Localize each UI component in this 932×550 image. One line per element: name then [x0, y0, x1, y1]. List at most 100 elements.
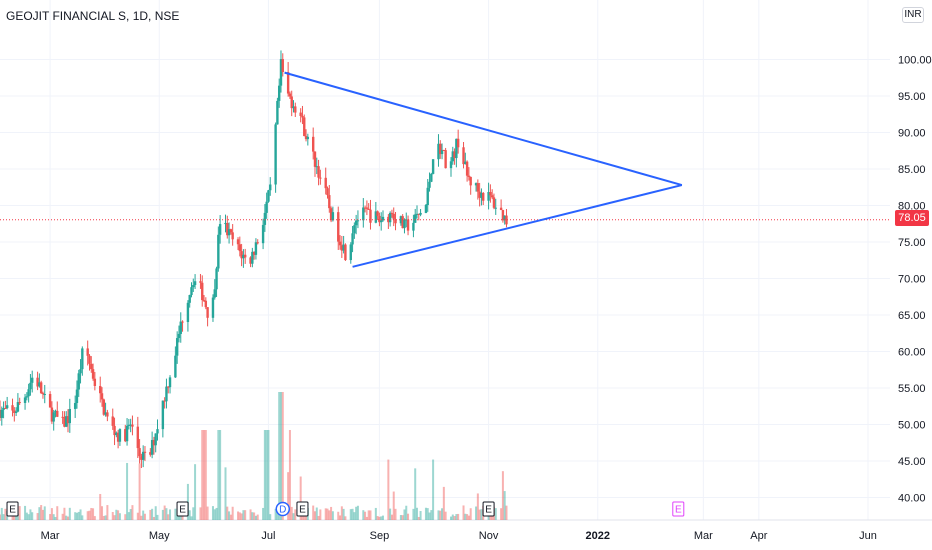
volume-bar — [99, 493, 102, 520]
candle-body — [306, 136, 310, 140]
candle-body — [201, 282, 204, 301]
candle-body — [48, 393, 52, 408]
volume-bar — [380, 516, 383, 520]
volume-bar — [317, 515, 320, 520]
candle-body — [401, 216, 404, 229]
candle-body — [492, 197, 496, 208]
candle-body — [380, 220, 383, 223]
volume-bar — [124, 514, 127, 520]
volume-bar — [331, 511, 334, 520]
price-axis[interactable]: 100.00 95.00 90.00 85.00 80.00 75.00 70.00 65.0… — [898, 55, 932, 505]
earnings-event-marker — [672, 501, 685, 517]
candle-body — [38, 382, 41, 387]
candle-body — [99, 385, 102, 394]
candle-body — [77, 373, 80, 390]
volume-bar — [287, 472, 290, 520]
candle-body — [104, 412, 107, 415]
volume-bar — [365, 516, 368, 520]
candle-body — [294, 106, 297, 113]
candle-body — [229, 229, 233, 233]
candle-body — [428, 181, 431, 188]
candlesticks[interactable] — [0, 50, 508, 469]
volume-bar — [439, 510, 442, 520]
volume-bar — [149, 509, 152, 520]
candle-body — [313, 151, 317, 167]
candle-body — [14, 411, 18, 413]
volume-bar — [315, 507, 318, 520]
volume-bar — [161, 509, 164, 520]
price-tick-label: 85.00 — [898, 164, 926, 176]
volume-bar — [292, 513, 295, 520]
candle-body — [29, 382, 32, 390]
candle-body — [342, 244, 345, 251]
volume-bar — [204, 430, 207, 520]
volume-bar — [430, 510, 433, 520]
candle-body — [451, 151, 454, 162]
volume-bar — [2, 514, 5, 520]
candle-body — [489, 192, 492, 196]
time-tick-label: Sep — [370, 530, 390, 542]
volume-bar — [93, 516, 96, 520]
volume-bar — [13, 513, 16, 520]
volume-bar — [330, 506, 333, 520]
triangle-trendlines[interactable] — [284, 71, 683, 268]
candle-body — [165, 386, 168, 402]
candle-body — [193, 281, 197, 286]
earnings-event-marker — [6, 501, 19, 517]
candle-body — [52, 412, 55, 422]
candle-body — [202, 300, 206, 302]
candle-body — [415, 213, 419, 215]
candle-body — [449, 161, 453, 169]
candle-body — [43, 393, 46, 395]
candle-body — [125, 425, 129, 442]
candle-body — [251, 251, 254, 264]
candle-body — [426, 187, 429, 206]
volume-bar — [40, 505, 43, 520]
volume-bar — [75, 512, 78, 520]
dividend-event-label: D — [279, 505, 286, 516]
volume-bar — [415, 507, 418, 520]
candle-body — [11, 405, 14, 411]
currency-badge[interactable]: INR — [902, 7, 924, 23]
time-axis[interactable]: Mar May Jul Sep Nov 2022 Mar Apr Jun — [41, 530, 877, 542]
candle-body — [474, 183, 478, 186]
candle-body — [240, 251, 243, 259]
volume-bar — [217, 430, 220, 520]
candle-body — [226, 222, 229, 236]
volume-bar — [494, 508, 497, 520]
volume-bar — [167, 514, 170, 520]
candle-body — [263, 212, 267, 225]
volume-bar — [355, 506, 358, 520]
candle-body — [5, 405, 9, 409]
volume-bar — [194, 464, 197, 520]
candle-body — [124, 429, 127, 442]
candle-body — [213, 289, 216, 298]
time-tick-label: Apr — [750, 530, 767, 542]
earnings-event-marker — [482, 501, 495, 517]
candle-body — [340, 245, 344, 251]
candle-body — [465, 161, 469, 176]
price-tick-label: 50.00 — [898, 420, 926, 432]
volume-bar — [441, 508, 444, 520]
volume-bar — [324, 508, 327, 520]
candle-body — [363, 207, 367, 209]
volume-bar — [319, 509, 322, 520]
candle-body — [269, 184, 272, 191]
time-tick-label: May — [149, 530, 170, 542]
volume-bar — [288, 430, 291, 520]
volume-bar — [86, 511, 89, 520]
candle-body — [501, 210, 505, 221]
candle-body — [453, 151, 456, 159]
candle-body — [179, 321, 182, 334]
volume-bar — [378, 516, 381, 520]
candle-body — [177, 333, 181, 339]
candle-body — [403, 219, 406, 229]
volume-bar — [163, 505, 166, 520]
candle-body — [116, 432, 120, 442]
candle-body — [405, 219, 408, 221]
candle-body — [276, 100, 279, 125]
candle-body — [136, 426, 140, 449]
candle-body — [487, 192, 490, 201]
